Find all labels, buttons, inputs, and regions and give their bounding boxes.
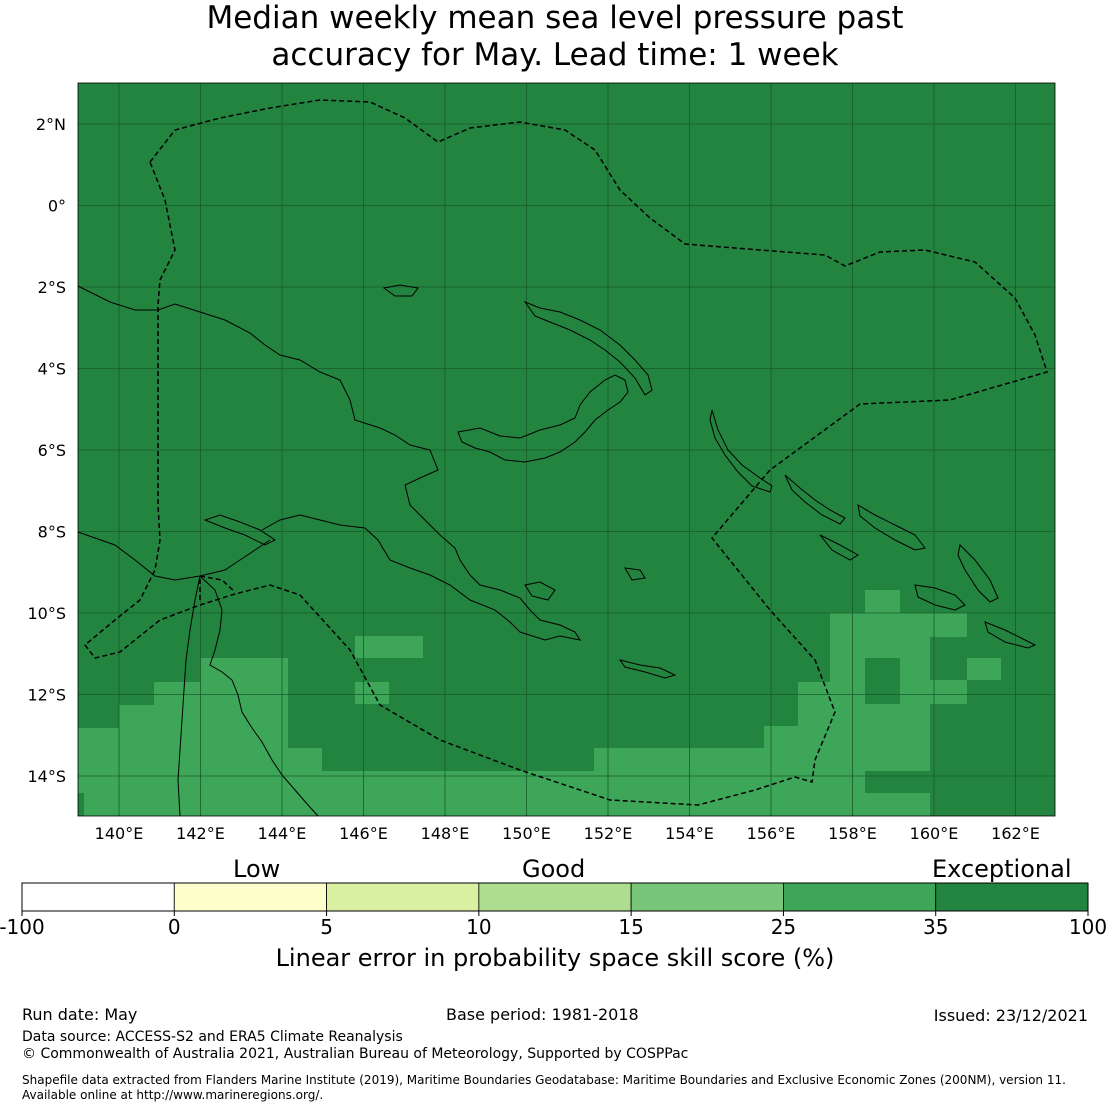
skill-cell [322, 771, 594, 816]
longitude-label: 152°E [584, 824, 633, 843]
latitude-label: 12°S [27, 686, 66, 705]
coastline-louisiade [618, 659, 677, 679]
coastline-new-guinea-north [77, 285, 582, 641]
longitude-label: 150°E [502, 824, 551, 843]
skill-cell [355, 636, 423, 658]
colorbar-category-good: Good [522, 855, 586, 883]
colorbar-tick-label: 15 [618, 915, 643, 939]
skill-cell-exceptional [865, 771, 932, 793]
longitude-label: 144°E [258, 824, 307, 843]
gridlines [78, 83, 1055, 816]
shapefile-credit-line-1: Shapefile data extracted from Flanders M… [22, 1073, 1066, 1087]
coastline-solomons-1 [857, 504, 926, 551]
latitude-label: 10°S [27, 604, 66, 623]
coastline-new-ireland [709, 409, 773, 493]
run-date: Run date: May [22, 1005, 138, 1024]
skill-cell [930, 680, 967, 704]
coastline-bougainville [784, 474, 846, 525]
coastline-solomons-2 [957, 543, 999, 603]
eez-boundaries [83, 99, 1048, 806]
skill-cell [355, 682, 389, 704]
latitude-label: 8°S [38, 523, 66, 542]
colorbar-frame [21, 882, 1089, 912]
colorbar-tick-label: 25 [771, 915, 796, 939]
coastline-dentrecasteaux [524, 581, 556, 601]
issued-date: Issued: 23/12/2021 [933, 1006, 1088, 1025]
colorbar-segment [630, 882, 784, 912]
colorbar-tick-label: 5 [320, 915, 333, 939]
map-frame [77, 82, 1056, 817]
skill-cell-exceptional [865, 658, 900, 704]
latitude-label: 2°S [38, 278, 66, 297]
skill-cell [865, 590, 900, 614]
colorbar-segment [935, 882, 1089, 912]
latitude-label: 0° [48, 197, 66, 216]
latitude-label: 2°N [36, 115, 66, 134]
longitude-labels: 140°E 142°E 144°E 146°E 148°E 150°E 152°E 154°E… [95, 824, 1040, 843]
map-area [77, 83, 1055, 817]
coastline-manus [382, 284, 419, 297]
coastlines [77, 284, 1037, 817]
longitude-label: 154°E [665, 824, 714, 843]
skill-cell [119, 705, 154, 816]
longitude-label: 158°E [828, 824, 877, 843]
coastline-guadalcanal [914, 584, 966, 611]
longitude-label: 142°E [176, 824, 225, 843]
coastline-new-britain [523, 300, 653, 396]
coastline-huon-peninsula [457, 374, 629, 463]
colorbar-segments [21, 882, 1089, 912]
colorbar-tick-label: 10 [466, 915, 491, 939]
colorbar-axis-label: Linear error in probability space skill … [275, 944, 835, 972]
coastline-trobriand [624, 567, 646, 581]
skill-cell [288, 748, 322, 816]
skill-cell [200, 658, 288, 816]
colorbar-segment [326, 882, 480, 912]
coastline-makira [984, 621, 1037, 649]
longitude-label: 160°E [910, 824, 959, 843]
colorbar-tick-label: 0 [168, 915, 181, 939]
eez-boundary-torres [199, 575, 236, 600]
eez-boundary-png [83, 99, 1048, 806]
coastline-torres-strait [203, 514, 276, 546]
shapefile-credit-line-2: Available online at http://www.marinereg… [22, 1088, 324, 1102]
latitude-labels: 2°N 0° 2°S 4°S 6°S 8°S 10°S 12°S 14°S [27, 115, 66, 786]
data-source: Data source: ACCESS-S2 and ERA5 Climate … [22, 1029, 403, 1045]
coastline-cape-york [199, 575, 319, 817]
coastline-cape-york-west [177, 575, 201, 817]
colorbar-segment [783, 882, 937, 912]
skill-cell [764, 726, 798, 816]
colorbar-category-exceptional: Exceptional [932, 855, 1072, 883]
latitude-label: 6°S [38, 441, 66, 460]
skill-cell [798, 682, 833, 816]
longitude-label: 148°E [421, 824, 470, 843]
colorbar-category-low: Low [233, 855, 281, 883]
copyright: © Commonwealth of Australia 2021, Austra… [22, 1046, 689, 1062]
skill-cell [967, 658, 1001, 680]
colorbar-tick-label: 35 [923, 915, 948, 939]
colorbar-segment [478, 882, 632, 912]
longitude-label: 162°E [991, 824, 1040, 843]
skill-cell-exceptional [78, 793, 84, 816]
chart-title-line-2: accuracy for May. Lead time: 1 week [271, 37, 839, 73]
skill-cell [594, 748, 764, 816]
latitude-label: 4°S [38, 360, 66, 379]
longitude-label: 140°E [95, 824, 144, 843]
longitude-label: 146°E [339, 824, 388, 843]
coastline-fly-delta [77, 531, 271, 581]
colorbar-tick-label: 100 [1069, 915, 1107, 939]
colorbar-segment [173, 882, 327, 912]
skill-cell-exceptional [932, 704, 1055, 816]
chart-title-line-1: Median weekly mean sea level pressure pa… [206, 0, 904, 36]
coastline-new-georgia [819, 534, 859, 561]
colorbar-ticks: -100 0 5 10 15 25 35 100 [0, 911, 1107, 939]
colorbar-segment [21, 882, 175, 912]
base-period: Base period: 1981-2018 [446, 1005, 639, 1024]
skill-cell [78, 728, 119, 816]
colorbar-tick-label: -100 [0, 915, 45, 939]
colorbar: -100 0 5 10 15 25 35 100 [0, 882, 1107, 939]
longitude-label: 156°E [747, 824, 796, 843]
skill-cell [900, 613, 967, 637]
latitude-label: 14°S [27, 767, 66, 786]
